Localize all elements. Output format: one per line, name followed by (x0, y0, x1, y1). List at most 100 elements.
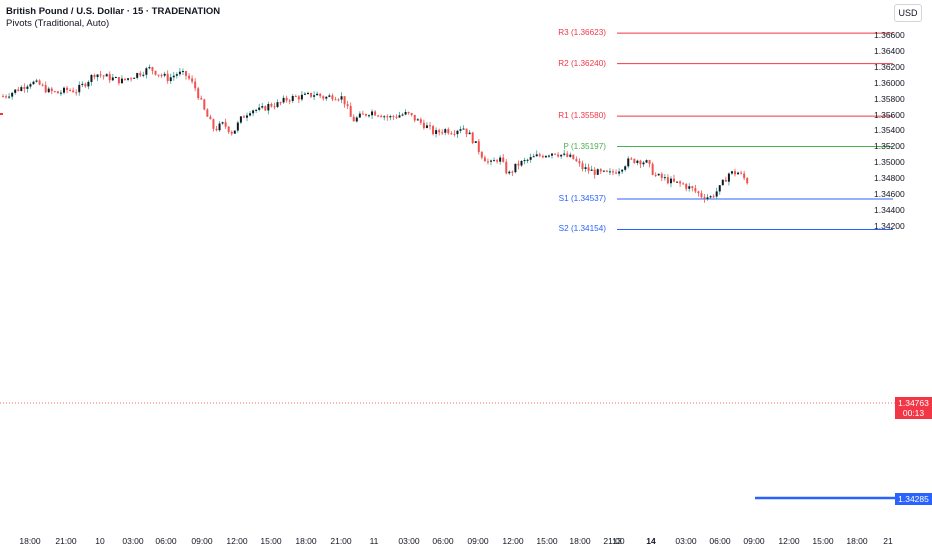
time-tick: 21:00 (330, 536, 352, 546)
time-tick: 03:00 (675, 536, 697, 546)
candle-body (346, 104, 349, 107)
candle-body (496, 160, 499, 162)
candle-body (468, 132, 471, 135)
candle-body (127, 78, 130, 80)
candle-body (413, 114, 416, 121)
candle-body (14, 89, 17, 93)
time-tick: 18:00 (295, 536, 317, 546)
candle-body (215, 128, 218, 131)
candle-body (459, 129, 462, 131)
candle-body (557, 154, 560, 157)
candle-body (178, 71, 181, 75)
candle-body (605, 170, 608, 172)
candle-body (544, 155, 547, 158)
indicator-label[interactable]: Pivots (Traditional, Auto) (6, 18, 110, 29)
time-tick: 14 (646, 536, 656, 546)
candle-body (633, 158, 636, 163)
pivot-label-r1: R1 (1.35580) (558, 111, 606, 121)
candle-body (44, 85, 47, 93)
candle-body (724, 179, 727, 182)
time-tick: 03:00 (398, 536, 420, 546)
currency-button[interactable]: USD (894, 4, 922, 22)
left-edge-marker (0, 113, 3, 115)
candle-body (5, 96, 8, 98)
candle-body (2, 96, 4, 98)
candle-body (267, 104, 270, 111)
candle-body (93, 75, 96, 78)
candle-body (374, 111, 377, 116)
candle-body (493, 160, 496, 162)
candle-body (66, 87, 69, 90)
candle-body (636, 160, 639, 163)
candle-body (395, 116, 398, 118)
candle-body (590, 169, 593, 171)
candle-body (102, 75, 105, 77)
candle-body (447, 129, 450, 134)
candle-body (441, 132, 444, 134)
candle-body (419, 119, 422, 123)
candle-body (352, 116, 355, 122)
candle-body (429, 125, 431, 127)
candle-body (554, 153, 557, 155)
candle-body (29, 84, 32, 87)
candle-body (239, 116, 242, 123)
candle-body (627, 158, 630, 167)
candle-body (63, 87, 65, 93)
candle-body (310, 92, 313, 97)
candle-body (642, 162, 645, 165)
candle-body (38, 80, 41, 85)
candle-body (654, 174, 657, 176)
candle-body (517, 163, 520, 166)
candle-body (691, 186, 694, 189)
candle-body (188, 75, 191, 79)
candle-body (285, 97, 288, 101)
candle-body (624, 166, 627, 170)
candle-body (59, 92, 62, 94)
time-tick: 18:00 (846, 536, 868, 546)
price-tick: 1.35400 (874, 125, 905, 136)
candle-body (529, 157, 532, 160)
pivot-label-p: P (1.35197) (563, 141, 606, 151)
price-tick: 1.36000 (874, 77, 905, 88)
candle-body (172, 75, 175, 78)
candle-body (483, 157, 486, 162)
candle-body (505, 161, 508, 174)
time-tick: 12:00 (778, 536, 800, 546)
candle-body (392, 116, 395, 118)
candle-body (581, 163, 584, 170)
candle-body (438, 130, 441, 133)
candle-body (142, 74, 145, 76)
candle-body (584, 167, 587, 170)
time-tick: 06:00 (709, 536, 731, 546)
candle-body (380, 115, 383, 118)
candle-body (325, 96, 328, 99)
price-tick: 1.34800 (874, 173, 905, 184)
candle-body (319, 93, 322, 97)
candle-body (197, 88, 200, 99)
candle-body (35, 80, 38, 82)
candle-body (181, 71, 184, 73)
price-tick: 1.34200 (874, 220, 905, 231)
candle-body (639, 160, 642, 165)
candle-body (453, 133, 456, 135)
bar-countdown: 00:13 (902, 408, 925, 418)
candle-body (578, 161, 581, 164)
candle-body (541, 155, 544, 158)
candle-body (547, 155, 550, 157)
candle-body (404, 111, 407, 115)
candle-body (480, 152, 483, 158)
candle-body (520, 160, 523, 166)
candle-body (114, 77, 117, 79)
candle-body (474, 141, 477, 143)
candle-body (422, 122, 425, 129)
price-tick: 1.34400 (874, 204, 905, 215)
candle-body (105, 74, 108, 77)
candle-body (337, 99, 340, 101)
candle-body (230, 131, 233, 134)
price-tick: 1.36600 (874, 30, 905, 40)
candle-body (490, 160, 492, 162)
order-price-tag[interactable]: 1.34285 (895, 493, 932, 505)
candle-body (361, 113, 364, 115)
candle-body (224, 122, 227, 127)
